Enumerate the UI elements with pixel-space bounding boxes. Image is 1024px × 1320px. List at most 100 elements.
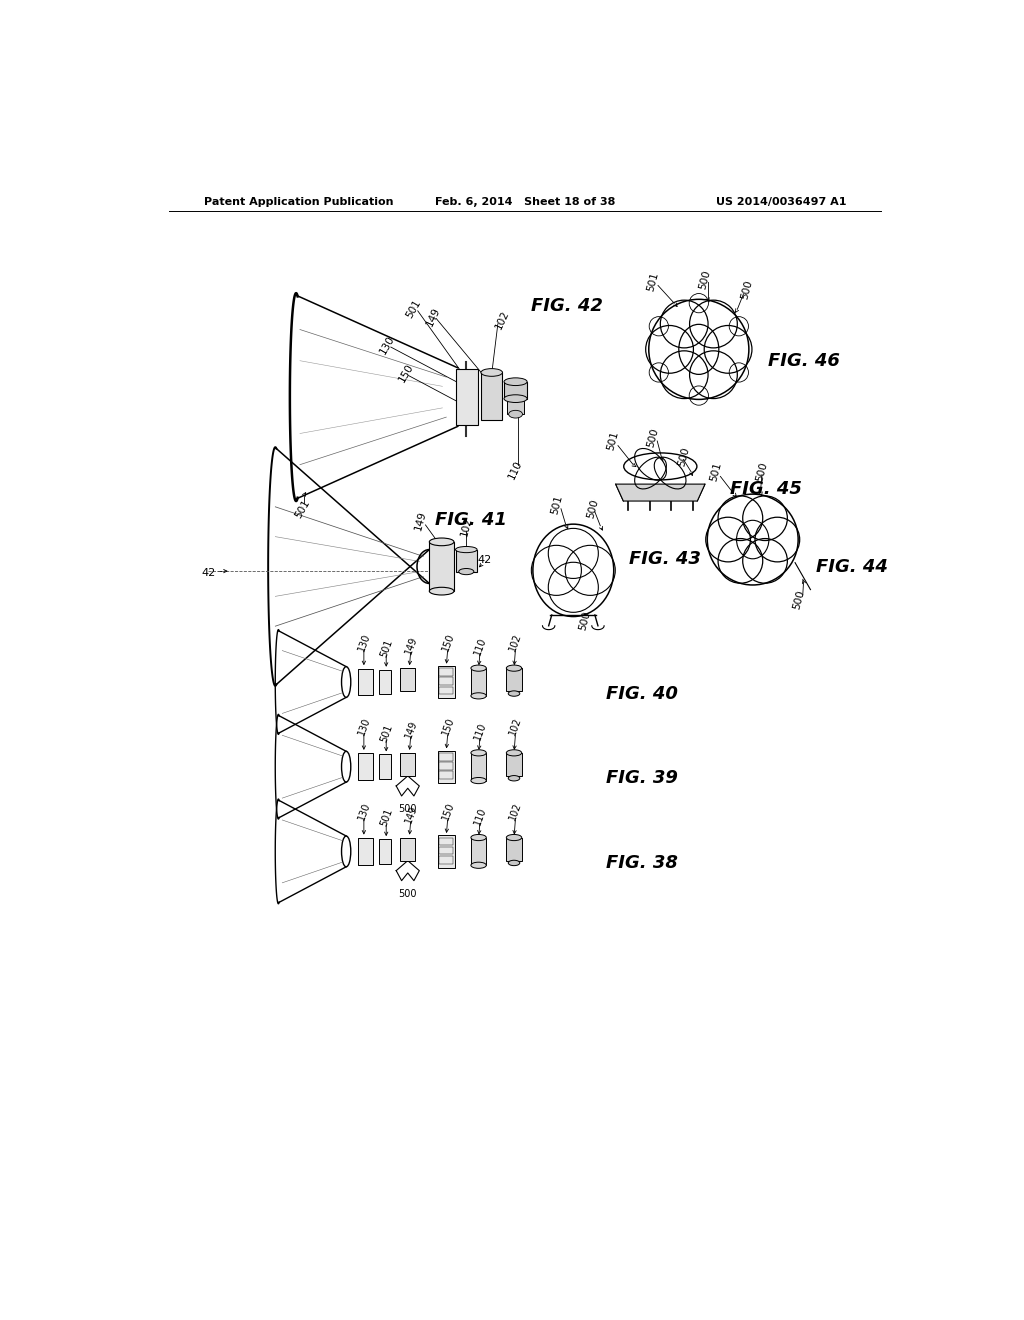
Text: FIG. 45: FIG. 45 (730, 480, 802, 499)
Text: FIG. 39: FIG. 39 (606, 770, 678, 787)
Text: 110: 110 (472, 805, 488, 826)
Text: FIG. 46: FIG. 46 (768, 352, 840, 370)
Text: FIG. 42: FIG. 42 (531, 297, 603, 315)
Ellipse shape (508, 776, 520, 781)
Text: 149: 149 (403, 719, 419, 741)
Ellipse shape (471, 750, 486, 756)
Ellipse shape (506, 665, 521, 672)
Ellipse shape (481, 368, 503, 376)
Text: 500: 500 (578, 610, 592, 631)
Text: 501: 501 (293, 498, 311, 520)
Ellipse shape (504, 395, 527, 403)
Text: 102: 102 (494, 309, 511, 331)
Bar (438, 665, 455, 698)
Text: 42: 42 (477, 556, 492, 565)
Text: 500: 500 (645, 428, 660, 449)
Bar (457, 370, 478, 425)
Text: 501: 501 (378, 722, 394, 743)
Text: 130: 130 (356, 801, 372, 822)
Text: 110: 110 (472, 721, 488, 742)
Text: FIG. 38: FIG. 38 (606, 854, 678, 873)
Bar (439, 847, 454, 854)
Bar (357, 754, 373, 780)
Text: FIG. 43: FIG. 43 (629, 550, 700, 568)
Text: 149: 149 (403, 804, 419, 825)
Text: 130: 130 (356, 717, 372, 737)
Text: 500: 500 (585, 498, 600, 520)
Bar (438, 836, 455, 867)
Text: 149: 149 (413, 510, 427, 531)
Bar (357, 668, 373, 696)
Ellipse shape (471, 834, 486, 841)
Text: 42: 42 (201, 568, 215, 578)
Ellipse shape (506, 750, 521, 756)
Bar (439, 771, 454, 779)
Ellipse shape (471, 777, 486, 784)
Text: 102: 102 (459, 516, 474, 537)
Bar (481, 372, 503, 420)
Text: 501: 501 (709, 461, 723, 483)
Ellipse shape (506, 834, 521, 841)
Text: 150: 150 (397, 362, 416, 384)
Ellipse shape (471, 862, 486, 869)
Text: 501: 501 (605, 430, 620, 451)
Bar (379, 840, 391, 863)
Text: 149: 149 (403, 635, 419, 656)
Bar (439, 837, 454, 845)
Text: 102: 102 (508, 631, 523, 652)
Text: 500: 500 (739, 279, 754, 300)
Text: 102: 102 (508, 717, 523, 737)
Ellipse shape (504, 378, 527, 385)
Bar (506, 668, 521, 692)
Text: Feb. 6, 2014   Sheet 18 of 38: Feb. 6, 2014 Sheet 18 of 38 (434, 197, 615, 207)
Bar (400, 752, 416, 776)
Text: 150: 150 (440, 717, 456, 737)
Text: FIG. 44: FIG. 44 (816, 557, 888, 576)
Text: 150: 150 (440, 631, 456, 652)
Ellipse shape (471, 693, 486, 700)
Ellipse shape (456, 546, 477, 553)
Bar (439, 686, 454, 694)
Bar (439, 762, 454, 770)
Ellipse shape (459, 569, 474, 574)
Text: 500: 500 (398, 888, 417, 899)
Text: 110: 110 (507, 459, 524, 482)
Text: 501: 501 (645, 271, 660, 293)
Ellipse shape (429, 587, 454, 595)
Text: 500: 500 (398, 804, 417, 814)
Bar (438, 751, 455, 783)
Ellipse shape (429, 539, 454, 545)
Text: 110: 110 (472, 636, 488, 657)
Text: 500: 500 (676, 446, 691, 467)
Text: 500: 500 (697, 269, 713, 290)
Bar (357, 838, 373, 865)
Ellipse shape (508, 690, 520, 696)
Ellipse shape (509, 411, 522, 418)
Bar (439, 855, 454, 863)
Text: 102: 102 (508, 801, 523, 822)
Text: 501: 501 (378, 638, 394, 659)
Bar (439, 752, 454, 760)
Bar (456, 549, 477, 572)
Text: 149: 149 (424, 305, 442, 327)
Text: FIG. 41: FIG. 41 (435, 511, 507, 529)
Bar (471, 752, 486, 780)
Text: 130: 130 (378, 334, 396, 356)
Text: 500: 500 (755, 461, 769, 483)
Text: FIG. 40: FIG. 40 (606, 685, 678, 702)
Bar (400, 837, 416, 861)
Text: US 2014/0036497 A1: US 2014/0036497 A1 (716, 197, 847, 207)
Text: 501: 501 (549, 494, 564, 516)
Text: 501: 501 (404, 297, 423, 319)
Ellipse shape (471, 665, 486, 672)
Bar (507, 400, 524, 414)
Bar (429, 543, 454, 591)
Bar (506, 752, 521, 776)
Ellipse shape (508, 861, 520, 866)
Bar (439, 668, 454, 676)
Text: 130: 130 (356, 631, 372, 652)
Polygon shape (615, 484, 705, 502)
Text: 500: 500 (792, 589, 806, 610)
Text: 150: 150 (440, 801, 456, 822)
Text: Patent Application Publication: Patent Application Publication (204, 197, 393, 207)
